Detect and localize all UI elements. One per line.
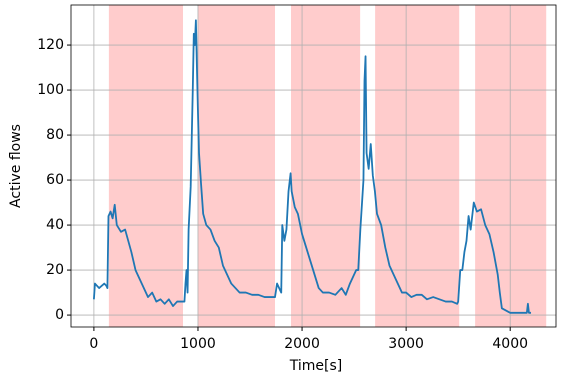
- shaded-region: [197, 5, 275, 327]
- x-tick-label: 2000: [284, 336, 320, 352]
- y-tick-label: 40: [46, 217, 64, 233]
- y-tick-label: 0: [55, 307, 64, 323]
- y-tick-label: 60: [46, 172, 64, 188]
- x-axis-label: Time[s]: [289, 358, 342, 374]
- shaded-region: [291, 5, 361, 327]
- shaded-region: [375, 5, 460, 327]
- x-tick-label: 4000: [492, 336, 528, 352]
- y-axis-label: Active flows: [8, 124, 24, 208]
- x-tick-label: 0: [89, 336, 98, 352]
- y-tick-label: 120: [37, 37, 64, 53]
- x-tick-label: 3000: [388, 336, 424, 352]
- plot-frame: [70, 4, 557, 328]
- data-line: [92, 19, 532, 314]
- x-tick-label: 1000: [180, 336, 216, 352]
- shaded-region: [108, 5, 183, 327]
- y-tick-label: 100: [37, 82, 64, 98]
- shaded-region: [475, 5, 547, 327]
- y-tick-label: 80: [46, 127, 64, 143]
- y-tick-label: 20: [46, 262, 64, 278]
